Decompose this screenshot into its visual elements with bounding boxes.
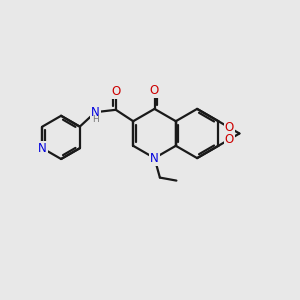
Text: O: O	[225, 121, 234, 134]
Text: H: H	[92, 115, 99, 124]
Text: O: O	[225, 133, 234, 146]
Text: N: N	[150, 152, 159, 165]
Text: O: O	[150, 84, 159, 98]
Text: N: N	[91, 106, 100, 119]
Text: O: O	[111, 85, 120, 98]
Text: N: N	[38, 142, 47, 155]
